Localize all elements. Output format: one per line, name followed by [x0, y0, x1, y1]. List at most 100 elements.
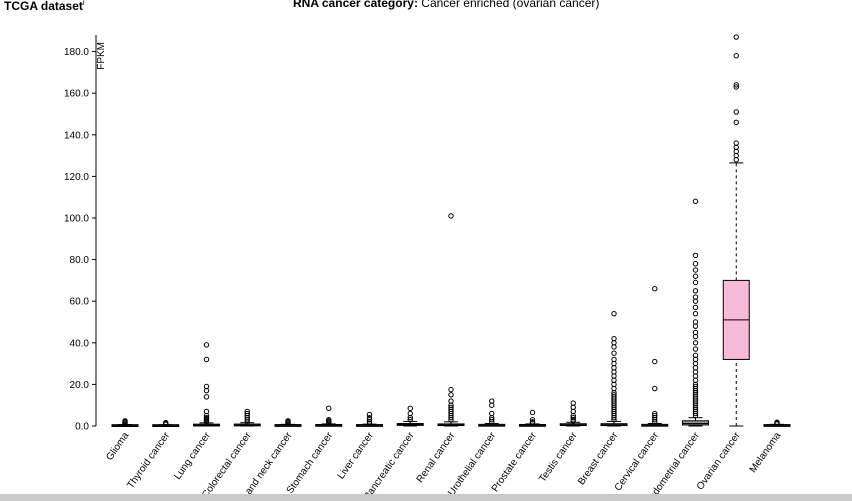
- outlier-point: [326, 405, 332, 412]
- x-tick-label: Glioma: [104, 430, 131, 463]
- outlier-point: [203, 408, 210, 415]
- outlier-point: [652, 412, 658, 419]
- y-tick-label: 0.0: [75, 422, 89, 433]
- outlier-point: [489, 417, 495, 423]
- outlier-point: [611, 310, 617, 317]
- box-prostate-cancer[interactable]: [519, 409, 546, 427]
- outlier-point: [692, 383, 699, 390]
- outlier-point: [692, 310, 699, 317]
- x-tick-label: Ovarian cancer: [695, 430, 743, 492]
- outlier-point: [203, 394, 210, 400]
- box-ovarian-cancer[interactable]: [722, 34, 750, 427]
- x-tick-label: Prostate cancer: [490, 430, 540, 494]
- y-tick-label: 120.0: [64, 172, 89, 183]
- box-renal-cancer[interactable]: [437, 213, 465, 427]
- outlier-point: [326, 417, 332, 423]
- x-tick-label: Thyroid cancer: [125, 430, 172, 491]
- outlier-point: [692, 252, 699, 259]
- box-breast-cancer[interactable]: [600, 310, 628, 427]
- outlier-point: [692, 279, 699, 286]
- outlier-point: [448, 386, 454, 393]
- outlier-point: [692, 352, 699, 358]
- outlier-point: [529, 419, 536, 425]
- box-lung-cancer[interactable]: [193, 342, 220, 427]
- box-endometrial-cancer[interactable]: [682, 198, 709, 427]
- info-icon[interactable]: i: [82, 0, 85, 7]
- outlier-point: [692, 340, 699, 346]
- box-urothelial-cancer[interactable]: [478, 398, 506, 427]
- box-cervical-cancer[interactable]: [641, 286, 669, 427]
- x-tick-label: Testis cancer: [537, 430, 580, 485]
- box-head-and-neck-cancer[interactable]: [274, 418, 302, 427]
- y-tick-label: 20.0: [70, 380, 90, 391]
- outlier-point: [733, 34, 739, 40]
- rna-category-line: RNA cancer category: Cancer enriched (ov…: [293, 0, 599, 10]
- dataset-title: TCGA dataseti: [4, 0, 85, 13]
- outlier-point: [203, 342, 210, 348]
- outlier-point: [203, 383, 210, 390]
- y-tick-label: 60.0: [70, 297, 90, 308]
- y-axis: FPKM: [95, 34, 107, 426]
- outlier-point: [489, 410, 495, 417]
- outlier-point: [285, 418, 291, 424]
- boxes: [111, 34, 791, 428]
- outlier-point: [529, 417, 536, 423]
- outlier-point: [203, 356, 210, 363]
- outlier-point: [652, 358, 658, 365]
- box-stomach-cancer[interactable]: [315, 405, 343, 427]
- box-iqr: [682, 420, 709, 426]
- outlier-point: [244, 410, 250, 417]
- x-tick-label: Lung cancer: [172, 430, 213, 482]
- outlier-point: [774, 419, 780, 425]
- dataset-title-text: TCGA dataset: [4, 0, 83, 13]
- outlier-point: [733, 119, 739, 126]
- box-glioma[interactable]: [111, 418, 139, 427]
- y-tick-label: 180.0: [64, 47, 89, 58]
- outlier-point: [692, 329, 699, 336]
- outlier-point: [448, 213, 454, 219]
- outlier-point: [692, 267, 699, 273]
- box-liver-cancer[interactable]: [356, 411, 383, 427]
- y-tick-label: 140.0: [64, 130, 89, 141]
- box-colorectal-cancer[interactable]: [233, 408, 261, 427]
- outlier-point: [529, 409, 536, 416]
- x-tick-label: Cervical cancer: [613, 430, 662, 493]
- outlier-point: [244, 408, 250, 415]
- outlier-point: [692, 288, 699, 294]
- outlier-point: [652, 385, 658, 392]
- outlier-point: [163, 419, 169, 426]
- horizontal-scrollbar[interactable]: [0, 494, 852, 501]
- x-tick-label: Renal cancer: [415, 430, 458, 485]
- outlier-point: [366, 411, 373, 418]
- outlier-point: [611, 392, 617, 398]
- y-tick-label: 160.0: [64, 89, 89, 100]
- outlier-point: [692, 261, 699, 267]
- outlier-point: [652, 410, 658, 417]
- outlier-point: [407, 405, 413, 412]
- outlier-point: [366, 420, 373, 427]
- outlier-point: [692, 294, 699, 300]
- outlier-point: [692, 319, 699, 325]
- outlier-point: [611, 350, 617, 356]
- y-tick-label: 40.0: [70, 338, 90, 349]
- outlier-point: [733, 82, 739, 88]
- outlier-point: [448, 392, 454, 398]
- outlier-point: [366, 414, 373, 421]
- y-tick-label: 100.0: [64, 214, 89, 225]
- outlier-point: [448, 398, 454, 404]
- box-melanoma[interactable]: [763, 419, 791, 427]
- x-tick-label: Breast cancer: [576, 430, 621, 487]
- y-axis-label: FPKM: [96, 42, 107, 70]
- box-pancreatic-cancer[interactable]: [396, 405, 424, 427]
- y-ticks: 0.0 20.0 40.0 60.0 80.0 100.0 120.0 140.0 160.0 1…: [64, 47, 96, 433]
- outlier-point: [733, 84, 739, 90]
- outlier-point: [692, 346, 699, 352]
- box-thyroid-cancer[interactable]: [152, 419, 180, 428]
- outlier-point: [692, 273, 699, 279]
- outlier-point: [122, 418, 128, 424]
- outlier-point: [733, 53, 739, 59]
- outlier-point: [407, 410, 413, 417]
- box-testis-cancer[interactable]: [559, 400, 587, 427]
